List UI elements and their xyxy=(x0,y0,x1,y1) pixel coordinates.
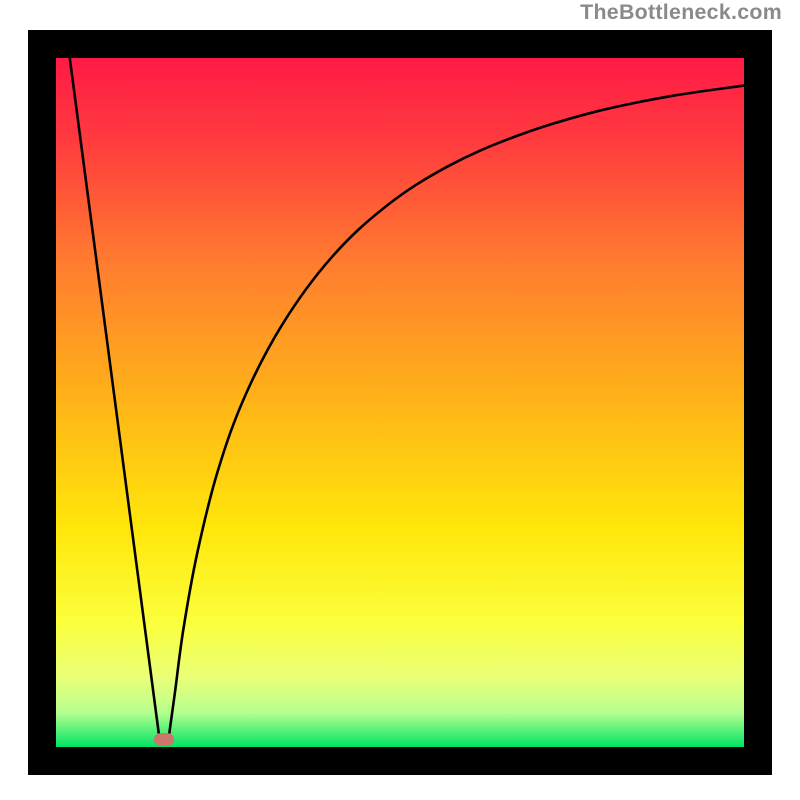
frame-bottom xyxy=(28,747,772,775)
curves-svg xyxy=(56,58,744,747)
min-marker xyxy=(154,734,173,746)
left-line xyxy=(70,58,159,737)
watermark-text: TheBottleneck.com xyxy=(580,0,782,25)
frame-left xyxy=(28,30,56,775)
frame-right xyxy=(744,30,772,775)
plot-area xyxy=(56,58,744,747)
chart-container: TheBottleneck.com xyxy=(0,0,800,800)
right-curve xyxy=(169,86,744,737)
frame-top xyxy=(28,30,772,58)
